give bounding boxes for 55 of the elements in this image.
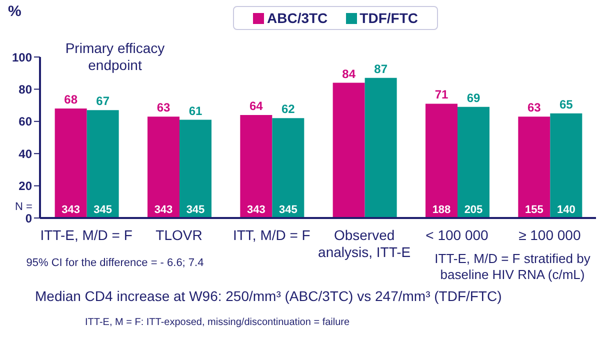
data-label: 71 [434,88,448,102]
x-tick-label: ≥ 100 000 [518,226,581,243]
data-label: 65 [559,97,574,112]
data-label: 62 [281,102,296,116]
annotation: 345 [278,204,298,216]
y-axis-title: % [8,3,22,20]
bar [147,116,180,218]
bar [332,82,365,218]
y-tick-label: 100 [12,50,32,64]
y-tick-label: 80 [18,82,32,96]
x-tick-label: Observed analysis, ITT-E [318,226,411,260]
text: Median CD4 increase at W96: 250/mm³ (ABC/3TC) vs 247/mm³ (TDF/FTC) [35,288,502,304]
y-tick-label: 20 [18,179,32,194]
text: 95% CI for the difference = - 6.6; 7.4 [26,257,204,269]
data-label: 84 [342,66,356,81]
data-label: 68 [64,92,78,107]
annotation: 345 [186,204,205,216]
bar [457,106,490,218]
text: ITT-E, M/D = F stratified by baseline HIV RNA (c/mL) [434,251,590,282]
x-tick-label: TLOVR [156,226,202,243]
bar [272,118,304,218]
text: ITT-E, M = F: ITT-exposed, missing/discontinuation = failure [85,317,350,328]
annotation: 343 [62,204,80,216]
x-tick-label: ITT, M/D = F [232,226,310,243]
bar [179,120,212,218]
data-label: 61 [188,104,202,118]
annotation: 205 [464,204,483,216]
annotation: 345 [94,204,112,216]
data-label: 87 [374,62,388,76]
annotation: 188 [432,204,451,216]
legend-label: TDF/FTC [358,10,418,26]
annotation: 343 [154,204,173,216]
y-tick-label: 60 [18,114,32,129]
data-label: 69 [466,90,480,105]
x-tick-label: ITT-E, M/D = F [40,226,132,243]
bar [86,110,119,218]
data-label: 67 [96,94,110,108]
bar [364,78,397,218]
bar [54,108,87,218]
bar [518,116,550,218]
annotation: Primary efficacy endpoint [65,40,165,73]
text: N = [15,201,32,213]
annotation: 155 [524,204,544,216]
y-tick-label: 40 [18,146,32,161]
data-label: 63 [527,100,542,115]
legend-label: ABC/3TC [266,10,328,26]
y-tick-label: 0 [25,211,32,226]
data-label: 63 [156,100,170,115]
x-tick-label: < 100 000 [426,226,489,243]
bar [550,113,582,218]
bar [425,104,458,218]
data-label: 64 [249,98,264,113]
annotation: 140 [556,204,576,216]
annotation: 343 [246,204,266,216]
bar [240,114,272,218]
